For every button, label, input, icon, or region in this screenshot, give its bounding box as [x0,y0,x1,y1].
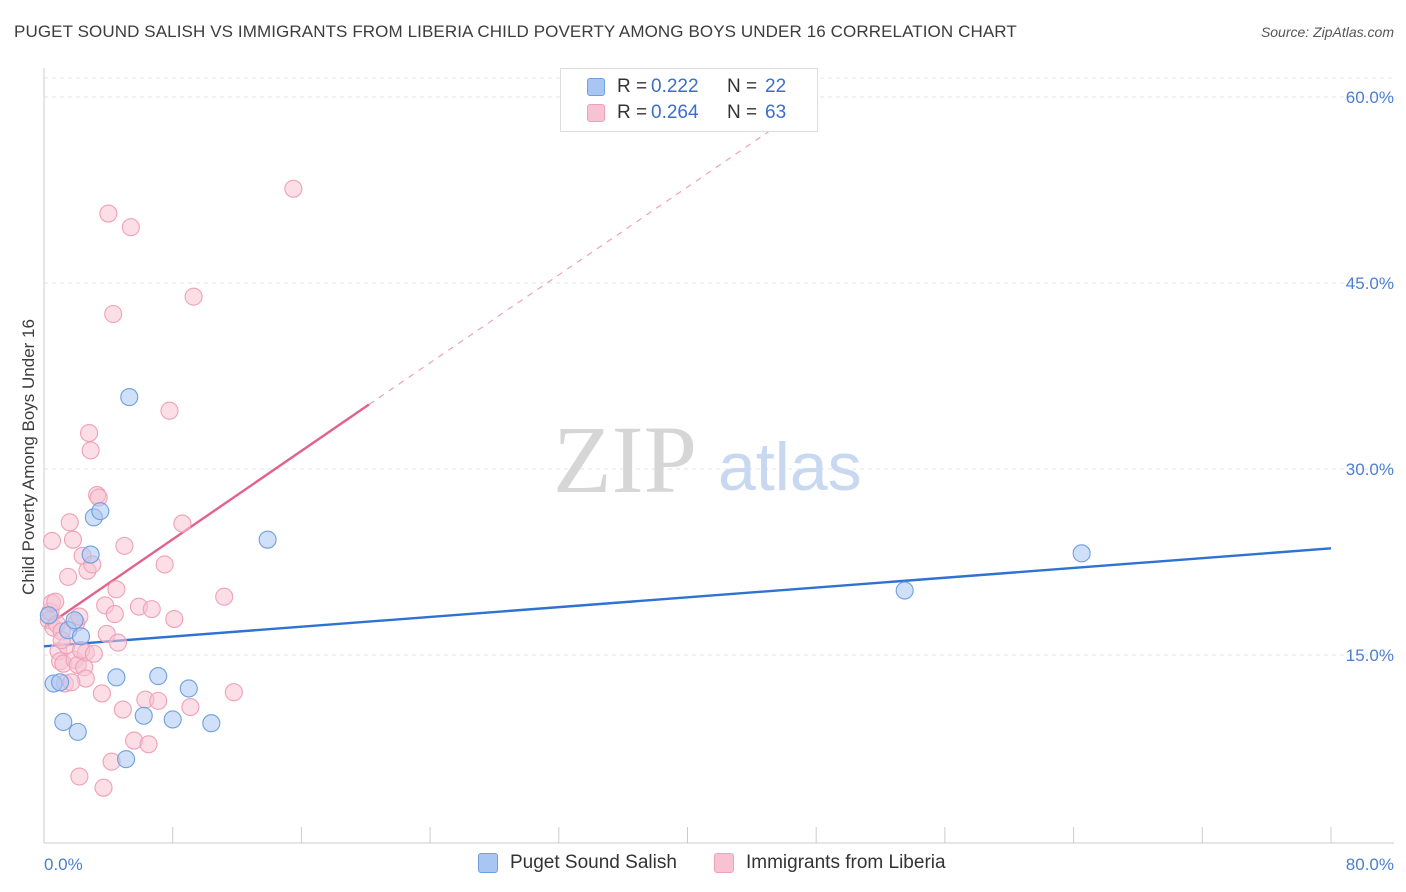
point-salish [68,722,87,741]
point-liberia [42,531,62,550]
y-tick-label: 30.0% [1346,460,1394,479]
point-liberia [165,609,184,629]
point-salish [149,667,168,686]
point-liberia [121,218,140,237]
point-salish [71,627,91,646]
point-liberia [181,698,200,717]
point-salish [120,388,139,407]
point-salish [91,502,110,521]
bottom-legend-liberia: Immigrants from Liberia [714,852,946,874]
point-liberia [104,304,123,324]
point-salish [895,581,914,600]
legend-swatch-salish [587,78,605,96]
point-liberia [81,441,100,460]
point-liberia [173,514,192,533]
legend-n-label: N = [727,102,758,123]
point-liberia [84,644,103,663]
legend-swatch-liberia [587,104,605,122]
point-liberia [284,179,303,198]
bottom-legend-swatch-liberia [714,853,734,873]
point-salish [258,530,277,549]
watermark-atlas: atlas [718,429,862,505]
legend-r-value: 0.222 [651,76,699,97]
point-liberia [115,536,134,555]
legend-r-label: R = [617,76,648,97]
legend-row-salish: R = 0.222 N = 22 [587,75,786,99]
point-liberia [215,587,234,606]
point-salish [54,712,73,732]
tick-labels: 15.0% 30.0% 45.0% 60.0% 0.0% 80.0% [44,88,1394,874]
bottom-legend-salish: Puget Sound Salish [478,852,677,874]
point-salish [116,750,136,769]
trend-lines [43,115,1332,648]
legend-n-value: 22 [765,76,787,97]
point-salish [134,706,153,725]
point-liberia [184,287,203,306]
point-liberia [139,735,158,754]
axes [43,68,1394,844]
point-salish [202,714,221,733]
gridlines [44,77,1394,656]
point-liberia [63,530,83,549]
y-tick-label: 15.0% [1346,646,1394,665]
point-salish [163,710,182,729]
point-salish [39,606,58,625]
watermark-zip: ZIP [553,406,697,513]
point-liberia [107,580,126,599]
legend-n-label: N = [727,76,758,97]
x-tick-label: 0.0% [44,855,83,874]
watermark: ZIP atlas [553,406,862,513]
point-salish [107,668,126,687]
bottom-legend-label-salish: Puget Sound Salish [510,852,677,873]
legend-row-liberia: R = 0.264 N = 63 [587,101,786,125]
legend-r-label: R = [617,102,648,123]
y-axis-label: Child Poverty Among Boys Under 16 [19,319,38,595]
point-liberia [142,600,161,619]
bottom-legend-swatch-salish [478,853,498,873]
point-liberia [149,691,168,710]
point-liberia [70,767,89,786]
point-liberia [99,204,118,223]
legend-r-value: 0.264 [651,102,699,123]
y-tick-label: 60.0% [1346,88,1394,107]
bottom-legend-label-liberia: Immigrants from Liberia [746,852,946,873]
point-liberia [79,423,99,443]
trend-line-salish [43,547,1332,648]
point-liberia [60,513,79,532]
point-liberia [92,684,111,703]
point-liberia [113,700,132,719]
source-label: Source: ZipAtlas.com [1260,24,1394,40]
point-salish [65,611,84,630]
legend: R = 0.222 N = 22 R = 0.264 N = 63 [560,68,818,132]
point-liberia [108,633,128,652]
point-liberia [94,778,113,797]
data-points [39,179,1091,797]
point-liberia [59,567,78,586]
y-tick-label: 45.0% [1346,274,1394,293]
x-tick-label: 80.0% [1346,855,1394,874]
point-liberia [105,605,124,624]
trend-line-extension-liberia [368,115,793,406]
point-liberia [224,683,243,702]
point-salish [179,679,198,698]
trend-line-liberia [43,403,370,629]
point-salish [1072,544,1091,563]
legend-n-value: 63 [765,102,787,123]
point-salish [81,545,100,564]
point-liberia [160,401,179,420]
point-liberia [155,555,174,574]
point-salish [51,673,70,692]
chart-title: PUGET SOUND SALISH VS IMMIGRANTS FROM LI… [14,22,1017,41]
